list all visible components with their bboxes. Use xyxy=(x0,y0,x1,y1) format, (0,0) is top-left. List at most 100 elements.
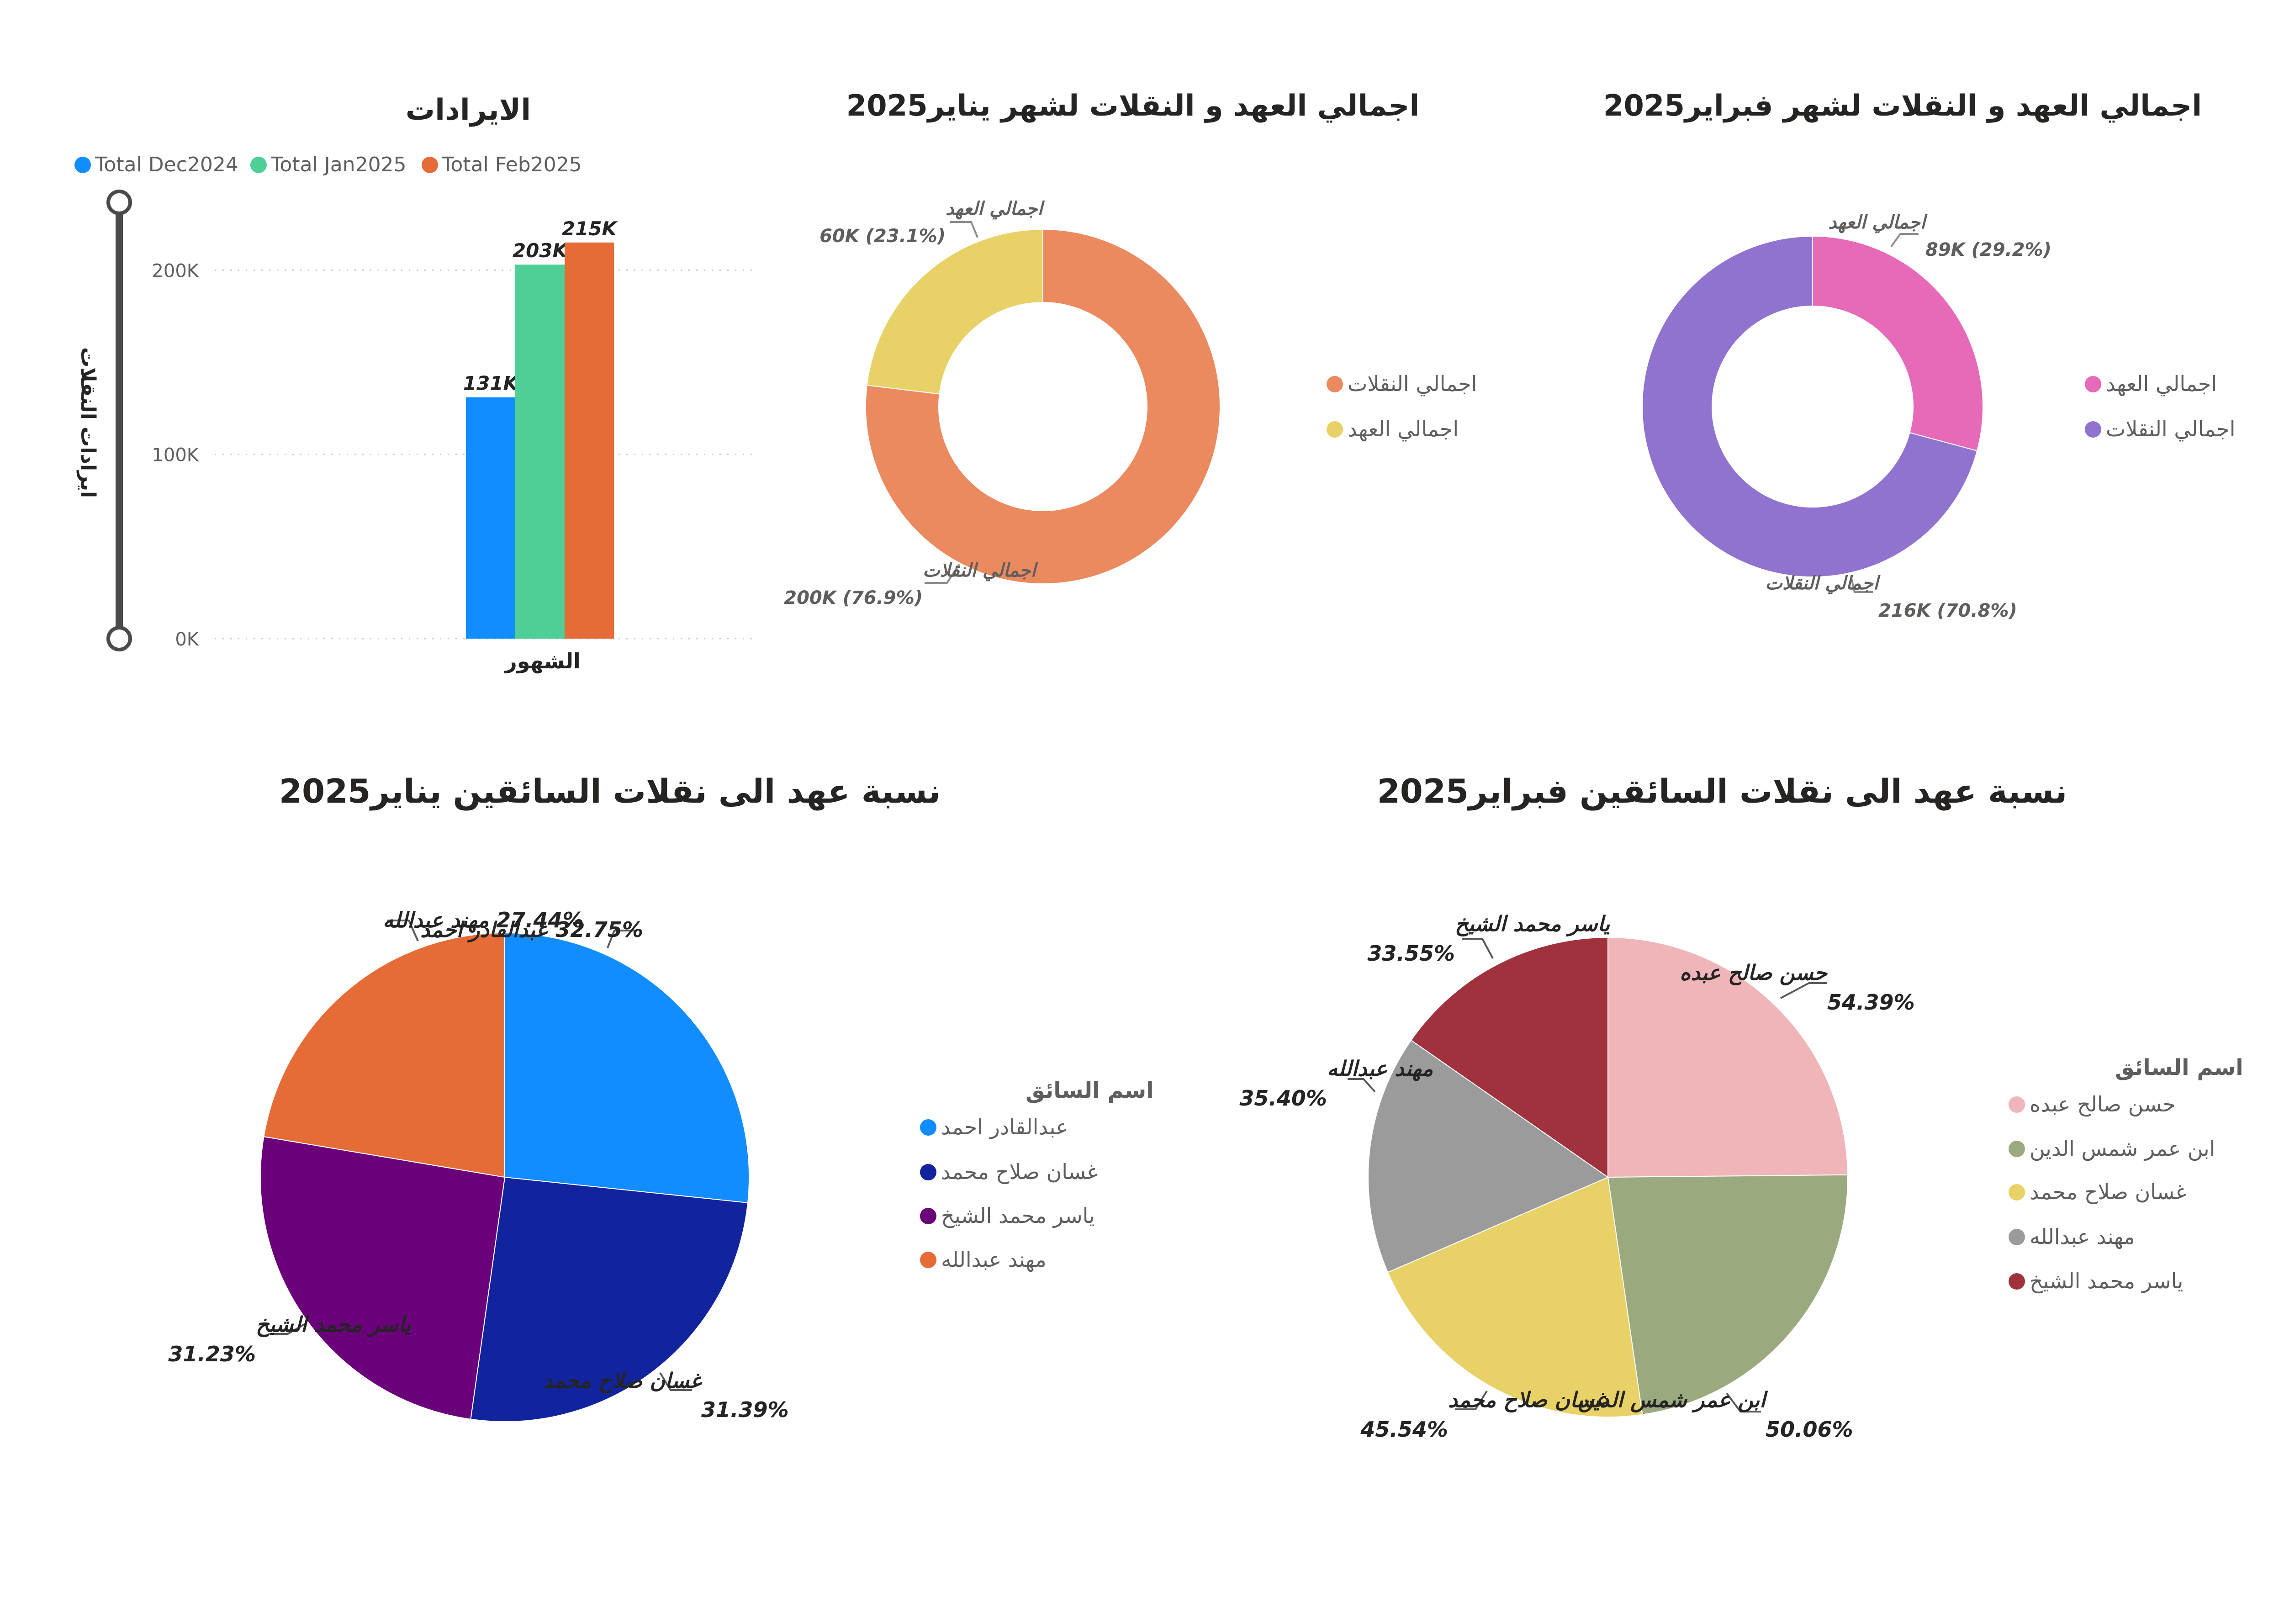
chart-title: الايرادات xyxy=(406,93,531,127)
y-tick-label: 0K xyxy=(175,629,199,650)
chart-legend: اسم السائق حسن صالح عبده ابن عمر شمس الد… xyxy=(2009,1055,2243,1294)
chart-legend: اجمالي العهد اجمالي النقلات xyxy=(2085,371,2236,442)
january-totals-donut-chart: اجمالي العهد و النقلات لشهر يناير2025 اج… xyxy=(784,89,1477,608)
leader-line xyxy=(1455,1390,1488,1410)
legend-marker xyxy=(2009,1184,2025,1201)
chart-legend: اسم السائق عبدالقادر احمد غسان صلاح محمد… xyxy=(920,1078,1154,1272)
data-label-name: اجمالي النقلات xyxy=(1765,573,1881,594)
pie-slice[interactable] xyxy=(1410,936,1608,1178)
pie-slice[interactable] xyxy=(470,1176,749,1422)
bar[interactable] xyxy=(565,242,614,639)
legend-marker xyxy=(2085,376,2101,392)
legend-item: اجمالي النقلات xyxy=(1348,371,1477,397)
legend-marker xyxy=(2009,1096,2025,1113)
leader-line xyxy=(270,1323,306,1335)
leader-line xyxy=(659,1372,692,1391)
legend-marker xyxy=(1327,376,1343,392)
leader-line xyxy=(1780,982,1827,999)
data-label-value: 54.39% xyxy=(1827,990,1915,1015)
legend-item: Total Jan2025 xyxy=(270,153,407,176)
legend-item: مهند عبدالله xyxy=(2030,1224,2135,1249)
pie-slice[interactable] xyxy=(1368,1039,1609,1273)
legend-marker xyxy=(920,1164,936,1180)
data-label-name: ياسر محمد الشيخ xyxy=(1455,911,1610,936)
legend-item: غسان صلاح محمد xyxy=(941,1159,1098,1184)
data-label-name: اجمالي العهد xyxy=(946,198,1045,220)
donut-slice[interactable] xyxy=(1642,235,1978,577)
data-label-value: 200K (76.9%) xyxy=(784,587,923,608)
leader-line xyxy=(387,920,419,942)
legend-item: اجمالي العهد xyxy=(1348,417,1459,442)
donut-slices xyxy=(1642,235,1983,577)
pie-slice[interactable] xyxy=(1607,936,1848,1178)
revenue-bar-chart: الايرادات Total Dec2024 Total Jan2025 To… xyxy=(74,93,754,673)
legend-item: اجمالي النقلات xyxy=(2106,417,2236,442)
data-label-group: 32.75% عبدالقادر احمد غسان صلاح محمد 31.… xyxy=(168,908,788,1422)
leader-line xyxy=(1726,1392,1761,1412)
legend-item: عبدالقادر احمد xyxy=(941,1115,1068,1139)
chart-title: اجمالي العهد و النقلات لشهر يناير2025 xyxy=(846,89,1420,123)
legend-marker xyxy=(2085,421,2101,438)
data-label-name: اجمالي العهد xyxy=(1828,212,1928,233)
legend-item: مهند عبدالله xyxy=(941,1247,1047,1272)
pie-slice[interactable] xyxy=(1607,1174,1848,1415)
legend-marker xyxy=(920,1208,936,1224)
zoom-slider-handle-top[interactable] xyxy=(106,190,132,215)
legend-title: اسم السائق xyxy=(2115,1055,2243,1080)
chart-legend: Total Dec2024 Total Jan2025 Total Feb202… xyxy=(74,153,582,176)
data-label-value: 35.40% xyxy=(1239,1086,1327,1111)
legend-item: غسان صلاح محمد xyxy=(2030,1180,2186,1204)
bar-data-label: 131K xyxy=(463,372,520,395)
data-label-value: 50.06% xyxy=(1766,1417,1853,1442)
data-label-group: اجمالي العهد 60K (23.1%) اجمالي النقلات … xyxy=(784,198,1045,608)
legend-marker xyxy=(74,157,91,173)
donut-slice[interactable] xyxy=(1812,235,1983,452)
data-label-name: حسن صالح عبده xyxy=(1680,960,1828,985)
data-label-value: 33.55% xyxy=(1367,941,1455,966)
data-label-name: غسان صلاح محمد xyxy=(1448,1387,1607,1412)
y-axis-ticks: 0K 100K 200K xyxy=(152,260,199,650)
leader-line xyxy=(925,563,960,584)
pie-slice[interactable] xyxy=(1387,1176,1643,1418)
legend-marker xyxy=(422,157,438,173)
leader-line xyxy=(1850,576,1873,593)
bar[interactable] xyxy=(515,264,565,639)
data-label-name: اجمالي النقلات xyxy=(923,560,1038,582)
donut-slice[interactable] xyxy=(866,228,1043,395)
data-label-group: حسن صالح عبده 54.39% ابن عمر شمس الدين 5… xyxy=(1239,911,1914,1442)
leader-line xyxy=(1348,1078,1376,1093)
legend-marker xyxy=(2009,1141,2025,1157)
zoom-slider-handle-bottom[interactable] xyxy=(106,626,132,651)
legend-marker xyxy=(920,1119,936,1136)
data-label-value: 31.23% xyxy=(168,1342,256,1366)
y-axis-title: ايرادات النقلات xyxy=(76,347,100,498)
pie-slice[interactable] xyxy=(263,932,505,1178)
data-label-name: غسان صلاح محمد xyxy=(543,1368,703,1393)
bar[interactable] xyxy=(466,397,515,639)
data-label-name: ياسر محمد الشيخ xyxy=(256,1312,411,1337)
chart-title: اجمالي العهد و النقلات لشهر فبراير2025 xyxy=(1603,89,2202,123)
data-label: 27.44% مهند عبدالله xyxy=(383,908,584,933)
legend-item: حسن صالح عبده xyxy=(2030,1092,2176,1117)
bar-data-label: 203K xyxy=(513,239,569,262)
donut-slices xyxy=(865,228,1221,584)
legend-item: اجمالي العهد xyxy=(2106,371,2217,397)
y-tick-label: 200K xyxy=(152,260,199,281)
legend-marker xyxy=(2009,1229,2025,1245)
zoom-slider[interactable] xyxy=(106,190,132,651)
legend-item: ياسر محمد الشيخ xyxy=(941,1203,1094,1228)
donut-slice[interactable] xyxy=(865,228,1221,584)
legend-marker xyxy=(250,157,267,173)
february-totals-donut-chart: اجمالي العهد و النقلات لشهر فبراير2025 ا… xyxy=(1603,89,2236,621)
legend-marker xyxy=(1327,421,1343,438)
data-label-group: اجمالي العهد 89K (29.2%) اجمالي النقلات … xyxy=(1765,212,2051,621)
legend-item: Total Feb2025 xyxy=(441,153,582,176)
legend-marker xyxy=(920,1252,936,1268)
pie-slice[interactable] xyxy=(504,932,750,1204)
leader-line xyxy=(1462,938,1494,959)
chart-legend: اجمالي النقلات اجمالي العهد xyxy=(1327,371,1477,442)
pie-slice[interactable] xyxy=(260,1136,506,1420)
x-axis-category-label: الشهور xyxy=(504,649,581,673)
data-label-name: مهند عبدالله xyxy=(1327,1056,1433,1081)
